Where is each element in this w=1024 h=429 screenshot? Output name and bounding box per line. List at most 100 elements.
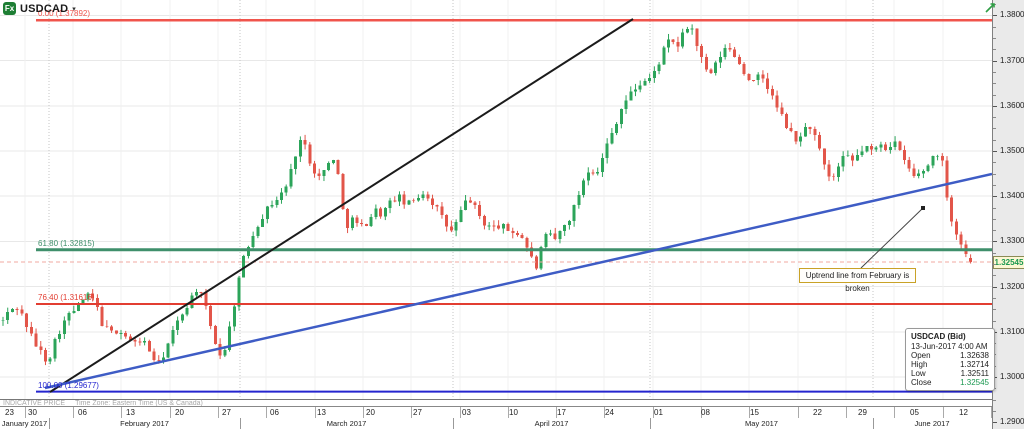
candle-body [511, 230, 515, 233]
candle-body [818, 135, 822, 149]
candle-body [794, 131, 798, 142]
price-axis-label: 1.35000 [1000, 146, 1024, 155]
candle-body [133, 339, 137, 342]
candle-body [761, 74, 765, 79]
candle-body [921, 170, 925, 174]
candle-body [605, 143, 609, 158]
week-separator [508, 407, 509, 418]
price-minor-tick [993, 264, 996, 265]
candle-body [431, 198, 435, 205]
candle-body [454, 221, 458, 231]
tooltip-value: 1.32545 [960, 378, 989, 387]
candle-body [72, 311, 76, 313]
week-separator [894, 407, 895, 418]
candle-body [572, 205, 576, 221]
price-axis-label: 1.33000 [1000, 236, 1024, 246]
candle-body [667, 39, 671, 48]
candle-body [407, 200, 411, 205]
annotation-note[interactable]: Uptrend line from February is broken [799, 268, 916, 293]
date-axis-label: 22 [813, 408, 822, 417]
candle-body [180, 314, 184, 321]
tooltip-label: High [911, 360, 928, 369]
candle-body [147, 341, 151, 352]
date-axis-label: 12 [959, 408, 968, 417]
candles-layer [1, 24, 973, 366]
candle-body [785, 114, 789, 129]
candle-body [940, 155, 944, 161]
candle-body [926, 165, 930, 171]
week-separator [846, 407, 847, 418]
price-minor-tick [993, 139, 996, 141]
candle-body [449, 226, 453, 231]
week-separator [943, 407, 944, 418]
candle-body [808, 127, 812, 129]
candle-body [232, 306, 236, 327]
candle-body [676, 42, 680, 47]
candle-body [110, 326, 114, 331]
candle-body [751, 80, 755, 81]
candle-body [586, 172, 590, 181]
candle-body [685, 28, 689, 33]
candle-body [294, 156, 298, 170]
candle-body [756, 74, 760, 81]
candle-body [43, 349, 47, 362]
week-separator [73, 407, 74, 418]
candle-body [912, 168, 916, 176]
candle-body [473, 202, 477, 205]
price-tick [993, 331, 997, 333]
candle-body [671, 39, 675, 43]
candle-body [657, 64, 661, 71]
candle-body [888, 146, 892, 151]
candle-body [199, 292, 203, 293]
month-axis-label: June 2017 [914, 419, 950, 428]
candle-body [482, 215, 486, 226]
price-axis-label: 1.30000 [1000, 372, 1024, 381]
week-separator [411, 407, 412, 418]
candle-body [549, 233, 553, 235]
candle-body [397, 194, 401, 202]
candle-body [246, 246, 250, 256]
candle-body [558, 231, 562, 239]
candle-body [879, 144, 883, 148]
candle-body [596, 171, 600, 174]
candle-body [728, 48, 732, 50]
candle-body [827, 164, 831, 177]
candle-body [10, 308, 14, 313]
candle-body [638, 85, 642, 90]
month-axis-label: March 2017 [326, 419, 367, 428]
candle-body [369, 217, 373, 226]
candle-body [945, 160, 949, 198]
candle-body [62, 320, 66, 334]
price-minor-tick [993, 94, 996, 96]
candle-body [171, 329, 175, 344]
price-axis[interactable]: 1.32545 1.38000 1.37000 1.36000 1.35000 1.34… [992, 0, 1024, 429]
candle-body [341, 173, 345, 209]
candle-body [954, 221, 958, 235]
candlestick-chart[interactable]: 0.00 (1.37892) 61.80 (1.32815) 76.40 (1.31… [0, 0, 995, 400]
candle-body [492, 225, 496, 227]
candle-body [709, 69, 713, 73]
candle-body [662, 47, 666, 65]
price-minor-tick [993, 275, 996, 277]
date-axis-label: 23 [5, 408, 14, 417]
price-minor-tick [993, 173, 996, 175]
candle-body [520, 234, 524, 239]
week-separator [701, 407, 702, 418]
uptrend-february-blue[interactable] [44, 172, 992, 390]
tooltip-value: 1.32714 [960, 360, 989, 369]
week-separator [218, 407, 219, 418]
candle-body [643, 80, 647, 86]
candle-body [515, 232, 519, 235]
candle-body [652, 70, 656, 78]
trendline-tool-icon[interactable] [985, 1, 1000, 19]
candle-body [364, 224, 368, 226]
candle-body [907, 159, 911, 169]
candle-body [553, 233, 557, 239]
symbol-selector[interactable]: Fx USDCAD ▾ [3, 2, 76, 15]
price-minor-tick [993, 128, 996, 130]
candle-body [67, 312, 71, 321]
uptrend-january-black[interactable] [49, 18, 634, 393]
tooltip-row-high: High 1.32714 [911, 360, 989, 369]
candle-body [303, 139, 307, 145]
candle-body [284, 186, 288, 193]
